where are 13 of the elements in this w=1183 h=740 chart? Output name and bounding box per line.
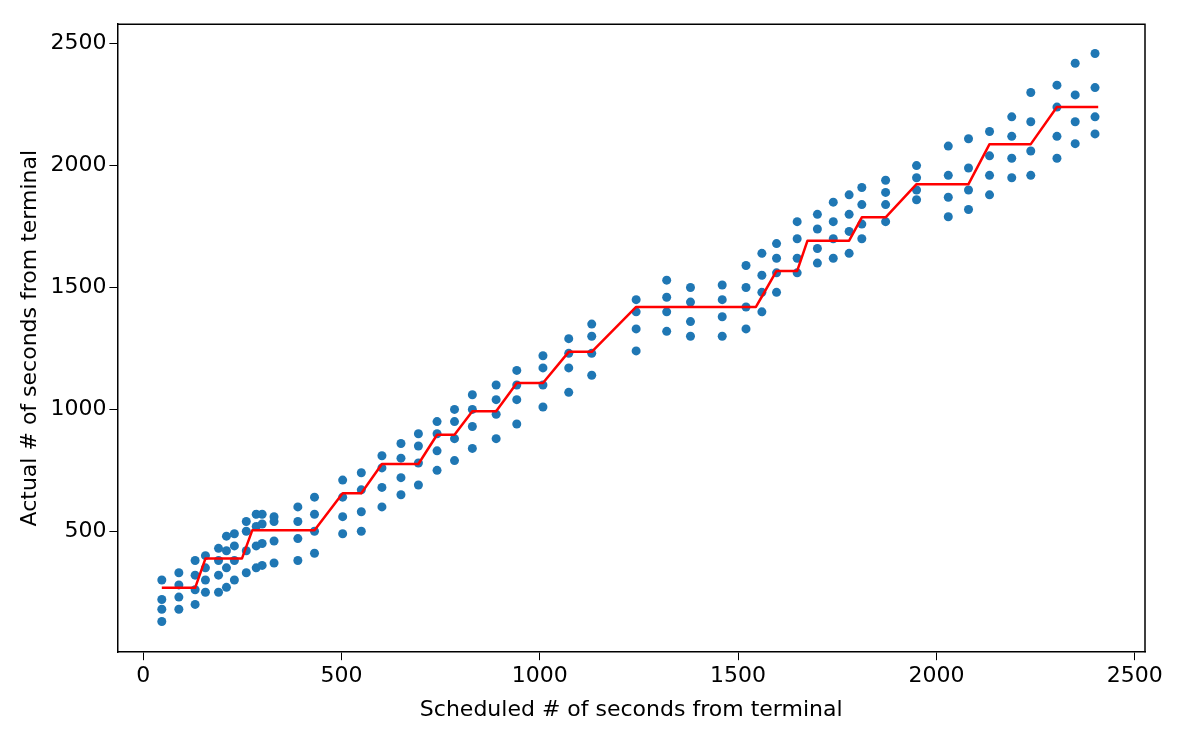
y-tick-label: 2500: [50, 29, 107, 55]
x-tick-label: 1000: [511, 662, 568, 688]
x-tick-label: 500: [320, 662, 363, 688]
x-tick-label: 2000: [908, 662, 965, 688]
y-tick-label: 1500: [50, 273, 107, 299]
x-tick-label: 1500: [710, 662, 767, 688]
y-tick-label: 1000: [50, 395, 107, 421]
y-tick-label: 500: [64, 517, 107, 542]
y-tick-label: 2000: [50, 151, 107, 177]
x-axis-title: Scheduled # of seconds from terminal: [419, 695, 843, 721]
x-tick-label: 2500: [1106, 662, 1163, 688]
x-tick-label: 0: [136, 662, 151, 688]
y-axis-title: Actual # of seconds from terminal: [15, 149, 41, 527]
